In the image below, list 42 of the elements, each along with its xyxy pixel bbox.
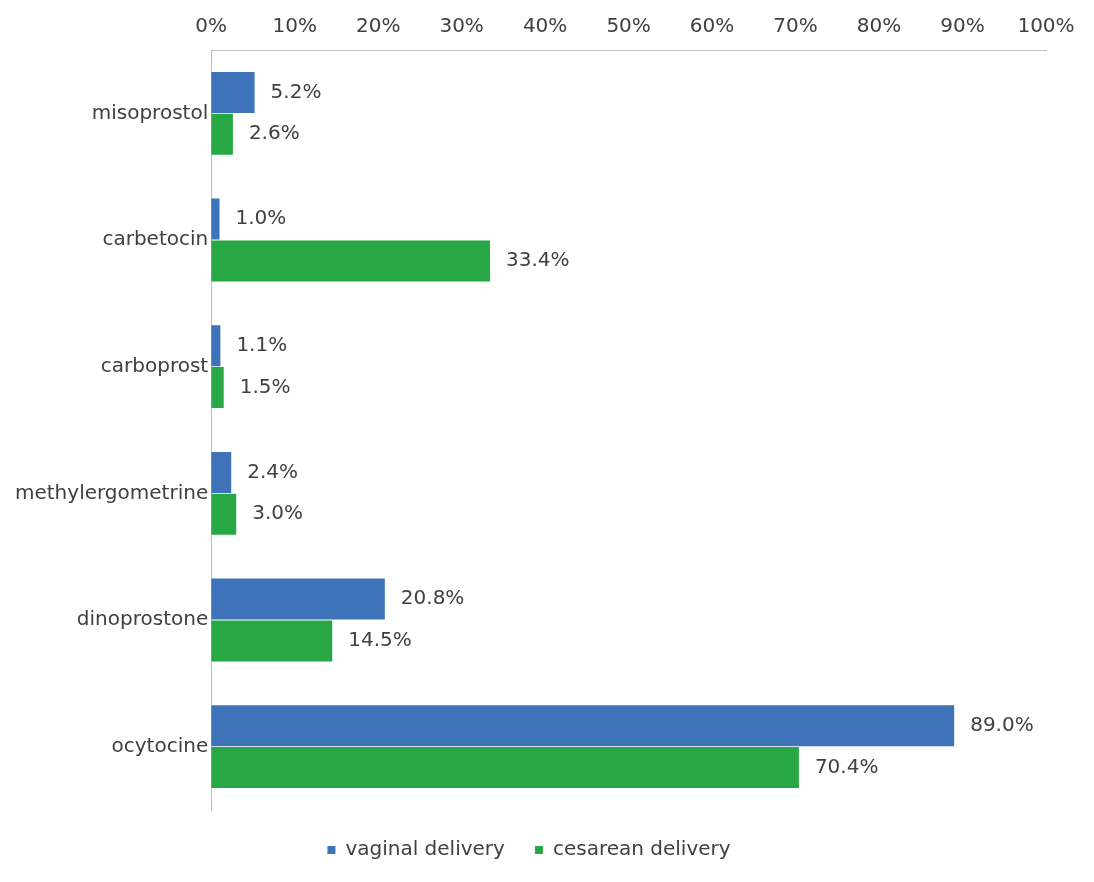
legend-label: vaginal delivery bbox=[345, 836, 506, 861]
data-label: 3.0% bbox=[252, 500, 304, 525]
x-tick-label: 0% bbox=[195, 13, 228, 38]
y-tick-label: methylergometrine bbox=[14, 479, 209, 504]
data-label: 1.5% bbox=[239, 373, 291, 398]
x-tick-label: 90% bbox=[940, 13, 985, 38]
bar bbox=[211, 113, 233, 155]
legend-label: cesarean delivery bbox=[552, 836, 731, 861]
bar bbox=[211, 451, 232, 493]
y-tick-label: misoprostol bbox=[91, 99, 209, 124]
x-tick-label: 50% bbox=[606, 13, 651, 38]
bar bbox=[211, 620, 333, 662]
bar bbox=[211, 705, 955, 747]
bar bbox=[211, 71, 255, 113]
bar bbox=[211, 747, 799, 789]
x-tick-label: 100% bbox=[1017, 13, 1075, 38]
data-label: 2.6% bbox=[248, 120, 300, 145]
x-tick-label: 30% bbox=[439, 13, 484, 38]
data-label: 2.4% bbox=[247, 458, 299, 483]
x-tick-label: 80% bbox=[856, 13, 902, 38]
x-tick-label: 10% bbox=[272, 13, 317, 38]
bar bbox=[211, 493, 237, 535]
bar bbox=[211, 578, 385, 620]
data-label: 5.2% bbox=[270, 78, 322, 103]
data-label: 1.0% bbox=[235, 205, 287, 230]
data-label: 33.4% bbox=[506, 247, 570, 272]
data-label: 1.1% bbox=[236, 331, 288, 356]
data-label: 70.4% bbox=[814, 753, 879, 778]
data-label: 89.0% bbox=[970, 711, 1034, 736]
data-label: 20.8% bbox=[400, 585, 465, 610]
bar bbox=[211, 198, 220, 240]
x-tick-label: 60% bbox=[689, 13, 735, 38]
y-tick-label: ocytocine bbox=[111, 732, 209, 757]
x-tick-label: 70% bbox=[773, 13, 818, 38]
x-tick-label: 20% bbox=[355, 13, 401, 38]
y-tick-label: dinoprostone bbox=[76, 606, 209, 631]
data-label: 14.5% bbox=[348, 627, 412, 652]
bar bbox=[211, 240, 491, 282]
y-tick-label: carboprost bbox=[100, 352, 209, 377]
y-tick-label: carbetocin bbox=[102, 226, 209, 251]
bar bbox=[211, 367, 224, 409]
x-tick-label: 40% bbox=[522, 13, 568, 38]
